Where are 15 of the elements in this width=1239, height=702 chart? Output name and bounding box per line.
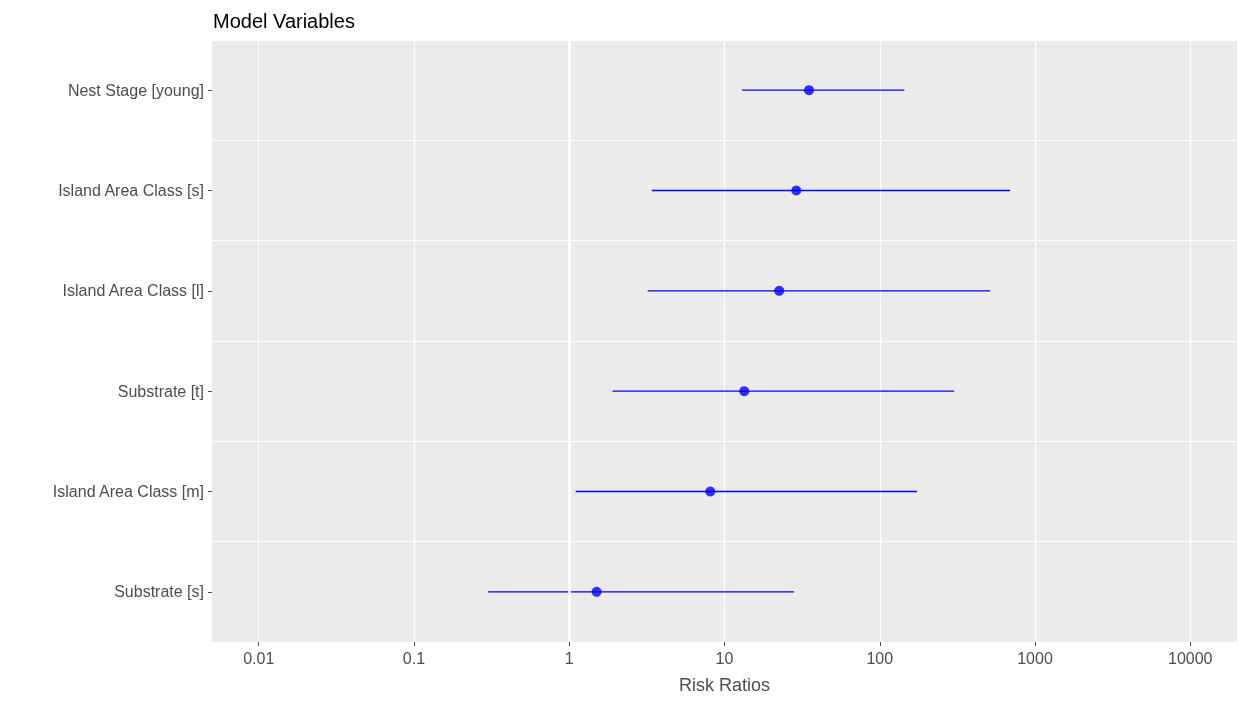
y-tick-label: Substrate [t] (117, 382, 204, 400)
x-tick-label: 0.1 (402, 649, 426, 667)
x-axis-title: Risk Ratios (678, 675, 771, 695)
y-tick-label: Island Area Class [l] (62, 282, 204, 300)
y-tick-label: Island Area Class [s] (58, 182, 204, 199)
y-tick-label: Island Area Class [m] (52, 483, 204, 500)
x-tick-label: 100 (866, 649, 894, 667)
x-tick-label: 1000 (1017, 649, 1053, 667)
chart-title: Model Variables (213, 10, 355, 32)
x-tick-label: 10000 (1168, 649, 1213, 667)
y-tick-label: Substrate [s] (114, 583, 204, 601)
x-tick-label: 10 (715, 649, 734, 667)
x-tick-label: 1 (564, 649, 574, 667)
x-tick-label: 0.01 (243, 649, 275, 667)
y-tick-label: Nest Stage [young] (67, 81, 204, 99)
